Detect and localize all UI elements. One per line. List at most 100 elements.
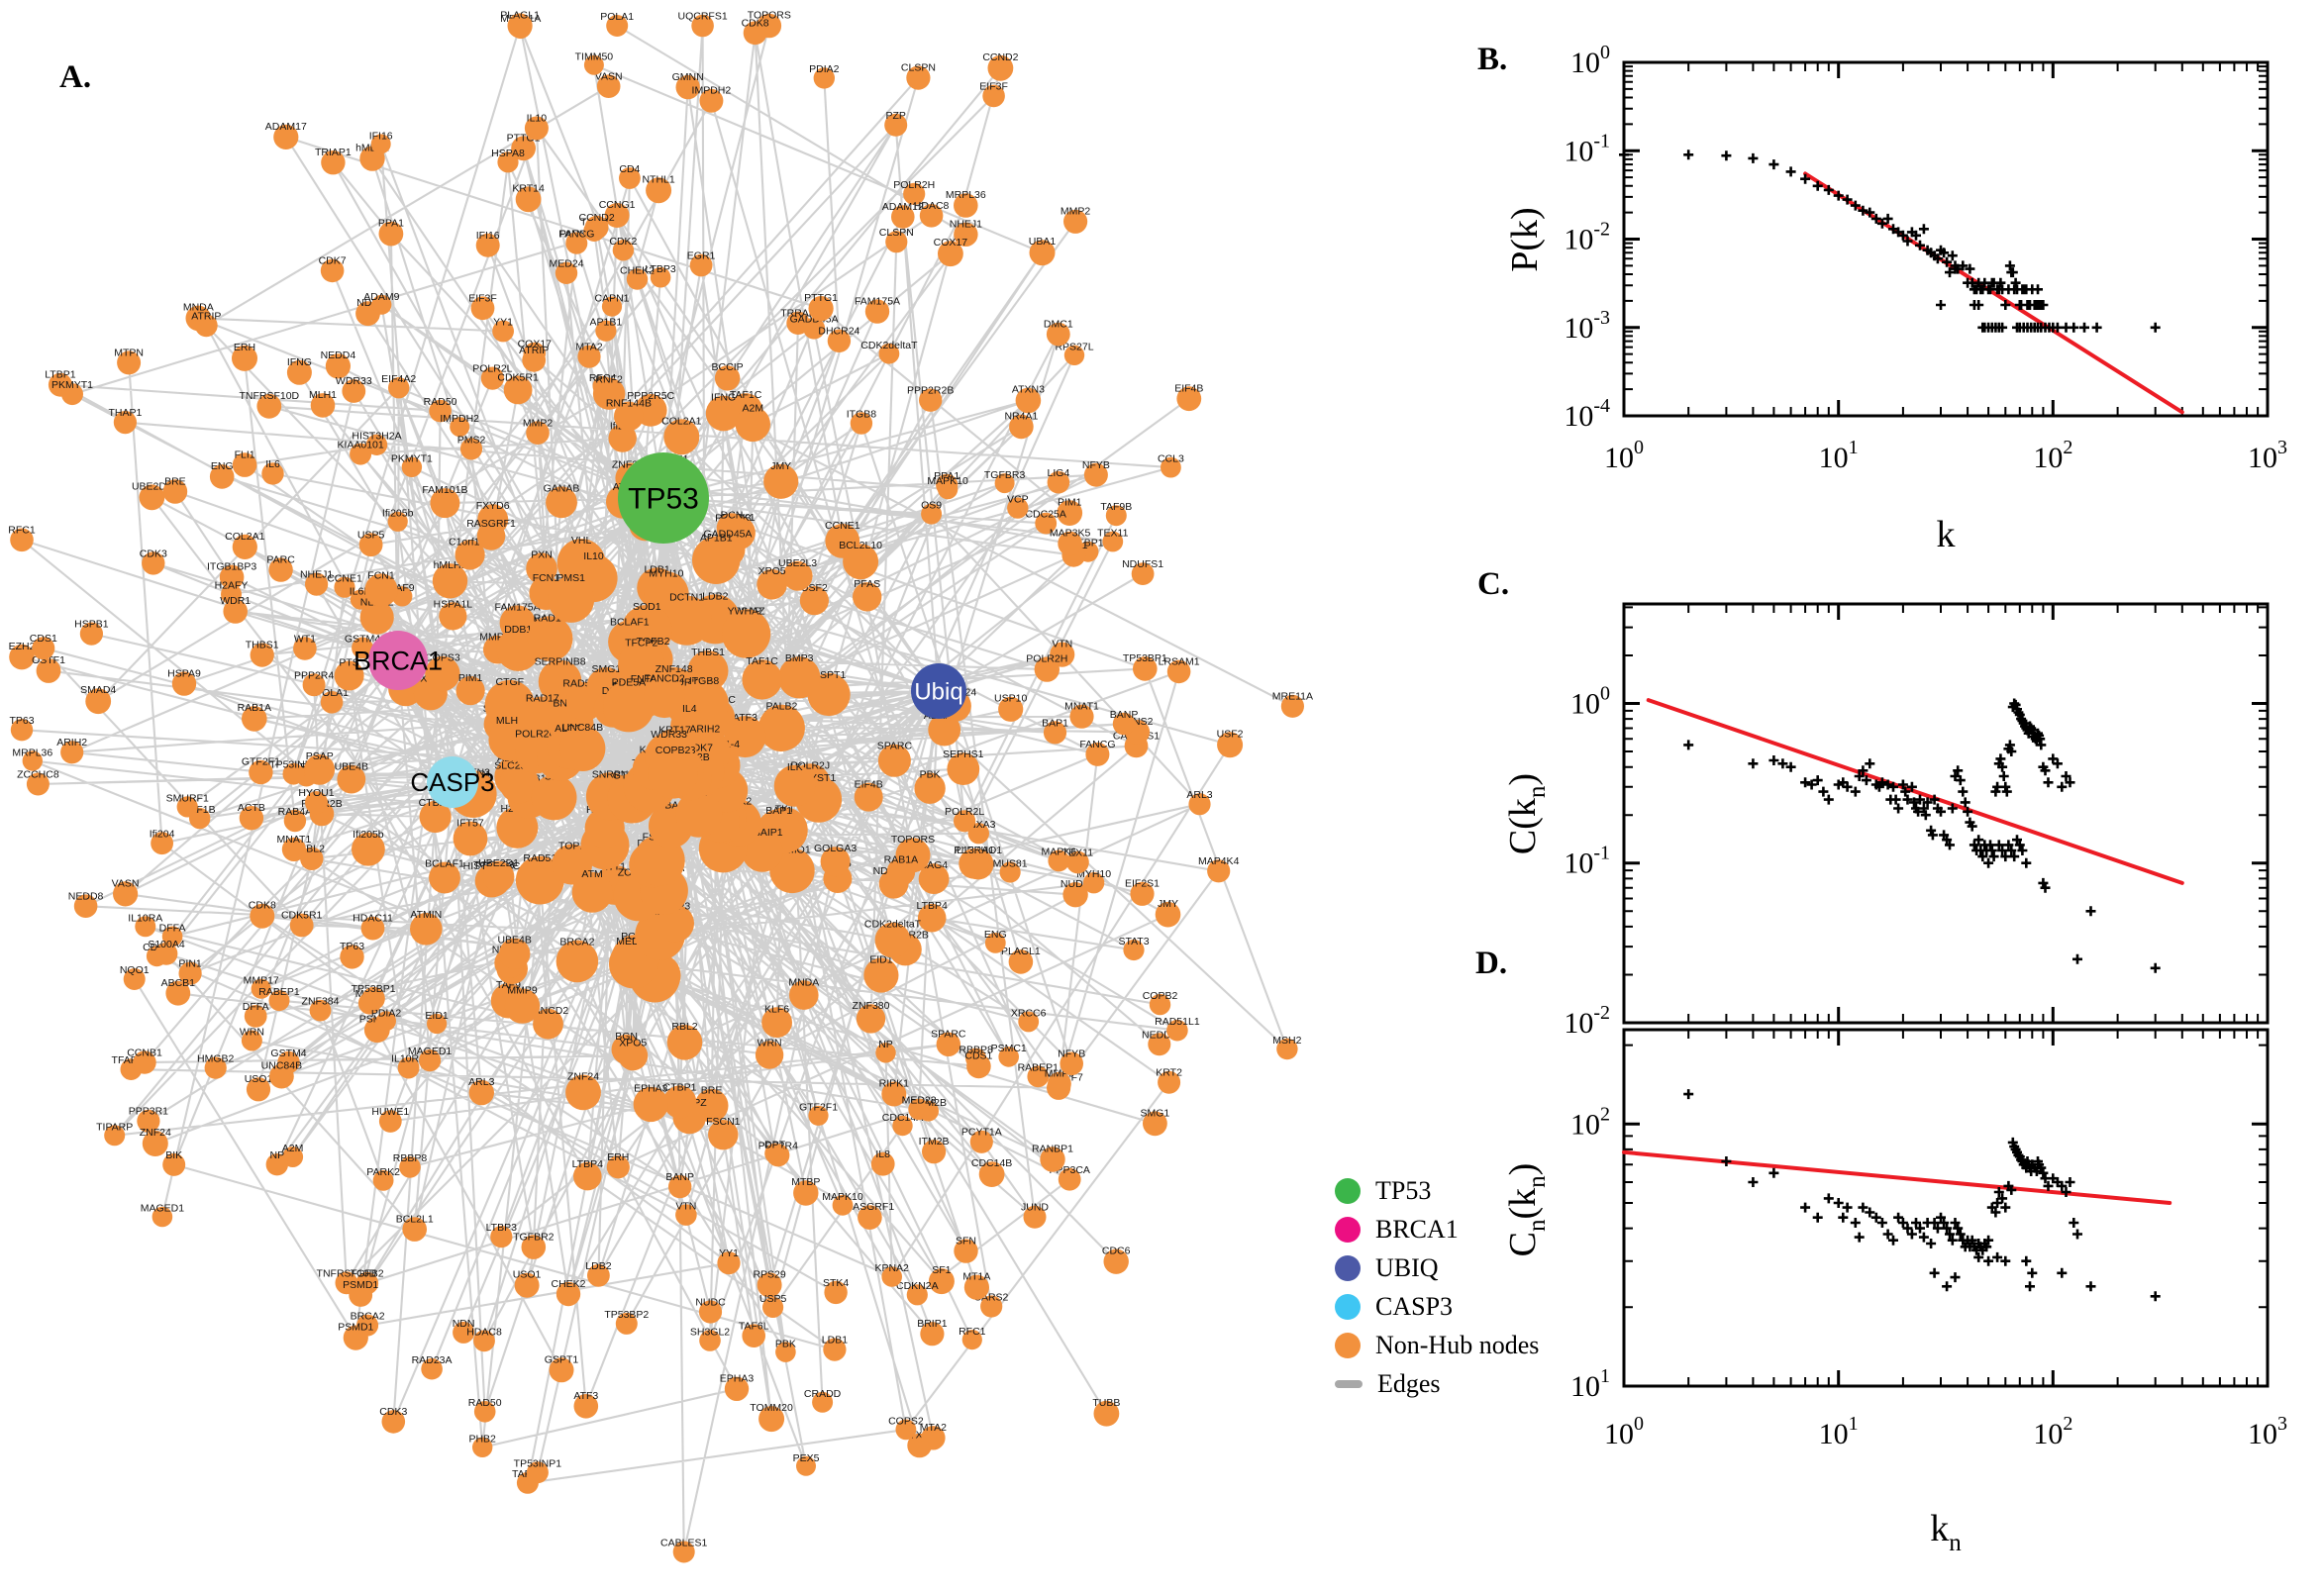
non-hub-node: [1155, 901, 1181, 928]
node-label: VTN: [675, 1200, 696, 1212]
node-label: IL4: [682, 703, 697, 715]
node-label: RASGRF1: [846, 1201, 895, 1213]
node-label: EGR1: [687, 250, 716, 262]
non-hub-node: [342, 379, 366, 403]
non-hub-node: [808, 1105, 829, 1126]
non-hub-node: [987, 54, 1014, 81]
non-hub-node: [1034, 656, 1060, 682]
node-label: MSH2: [1272, 1035, 1301, 1047]
non-hub-node: [691, 14, 714, 38]
non-hub-node: [1105, 505, 1127, 527]
node-label: ERH: [607, 1151, 629, 1163]
node-label: BRIP1: [917, 1318, 948, 1330]
node-label: MYH10: [649, 567, 683, 579]
node-label: BGN: [615, 1031, 638, 1043]
node-label: DHCR24: [818, 326, 859, 338]
node-label: BAP1: [1042, 717, 1068, 729]
node-label: FXYD6: [476, 500, 510, 512]
non-hub-node: [397, 1056, 420, 1079]
node-label: NDUFS1: [1122, 558, 1163, 570]
non-hub-node: [1103, 1248, 1129, 1274]
y-axis-title: P(k): [1504, 207, 1546, 271]
non-hub-node: [85, 688, 112, 715]
non-hub-node: [853, 582, 882, 612]
non-hub-node: [742, 1324, 765, 1347]
node-label: PSMD1: [338, 1322, 373, 1334]
non-hub-node: [714, 365, 741, 391]
node-label: ITGB8: [689, 675, 720, 687]
node-label: USO1: [513, 1269, 542, 1281]
node-label: USP10: [994, 693, 1027, 705]
non-hub-node: [820, 847, 851, 877]
non-hub-node: [376, 1011, 396, 1032]
non-hub-node: [113, 411, 137, 435]
node-label: POLR2L: [472, 363, 512, 375]
non-hub-node: [850, 412, 873, 435]
non-hub-node: [980, 1295, 1003, 1318]
non-hub-node: [603, 680, 655, 733]
node-label: RIPK1: [879, 1078, 910, 1090]
non-hub-node: [249, 759, 273, 785]
node-label: MT1A: [962, 1271, 990, 1283]
non-hub-node: [282, 762, 305, 785]
node-label: WDR33: [336, 375, 372, 387]
non-hub-node: [32, 637, 55, 660]
node-label: NQO1: [120, 964, 150, 976]
non-hub-node: [22, 750, 43, 771]
node-label: AP1B1: [590, 317, 623, 329]
node-label: IFT57: [456, 818, 484, 830]
non-hub-node: [928, 1268, 955, 1295]
non-hub-node: [419, 800, 452, 834]
node-label: NDN: [453, 1318, 475, 1330]
node-label: FCN1: [533, 572, 560, 584]
node-label: SMAD4: [80, 684, 116, 696]
node-label: PHB2: [468, 1434, 496, 1446]
non-hub-node: [337, 764, 366, 794]
node-label: DPT: [764, 1140, 786, 1151]
legend-item: BRCA1: [1335, 1210, 1539, 1248]
non-hub-node: [268, 557, 293, 582]
node-label: ITM2B: [919, 1136, 950, 1147]
scatter-points: [1683, 698, 2161, 973]
non-hub-node: [1029, 240, 1056, 266]
node-label: EPHA3: [634, 1083, 668, 1095]
node-label: PMS1: [556, 572, 585, 584]
non-hub-node: [250, 903, 275, 929]
node-label: DFFA: [159, 923, 186, 935]
non-hub-node: [761, 1007, 792, 1039]
node-label: CDS1: [964, 1050, 992, 1062]
non-hub-node: [1161, 456, 1181, 478]
node-label: HSPA8: [491, 148, 525, 159]
node-label: COL2A1: [225, 531, 264, 543]
node-label: COL2A1: [661, 415, 701, 427]
node-label: BAP1: [765, 805, 792, 817]
node-label: RBBP8: [393, 1152, 428, 1164]
non-hub-node: [419, 1049, 442, 1072]
node-label: LDB1: [822, 1335, 848, 1347]
node-label: BRE: [164, 475, 186, 487]
non-hub-node: [1276, 1038, 1298, 1060]
node-label: TP63: [9, 715, 34, 727]
node-label: ADAM17: [265, 121, 307, 133]
hub-label-casp3: CASP3: [410, 767, 494, 797]
non-hub-node: [573, 1394, 599, 1419]
non-hub-node: [689, 253, 713, 277]
non-hub-node: [892, 1115, 913, 1137]
major-ticks: [1622, 604, 2270, 1025]
non-hub-node: [663, 419, 700, 455]
node-label: NUDC: [695, 1296, 726, 1308]
node-label: HSPA1L: [434, 598, 473, 610]
node-label: UBE2D1: [478, 857, 519, 869]
node-label: ZNF380: [853, 1000, 890, 1012]
non-hub-node: [619, 167, 641, 189]
node-label: MTA2: [575, 342, 602, 353]
non-hub-node: [735, 406, 770, 443]
hub-node-tp53: [618, 452, 709, 544]
non-hub-node: [162, 479, 188, 504]
non-hub-node: [843, 544, 879, 580]
non-hub-node: [359, 600, 394, 635]
non-hub-node: [1280, 694, 1304, 718]
non-hub-node: [320, 258, 345, 283]
non-hub-node: [646, 177, 672, 204]
